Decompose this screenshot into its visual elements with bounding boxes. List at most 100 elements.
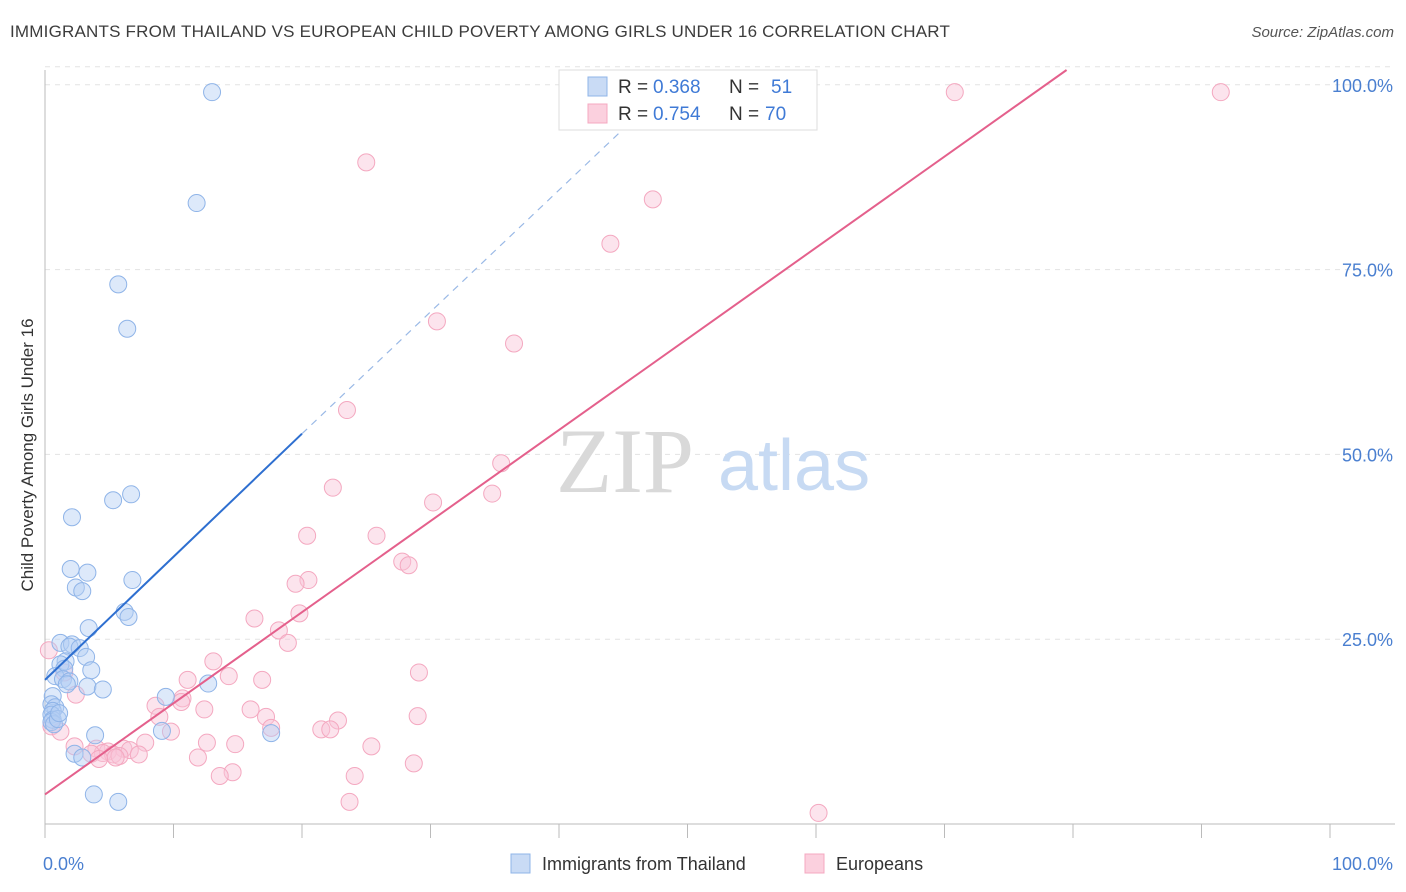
thailand-point (51, 633, 70, 652)
thailand-point (203, 83, 222, 102)
y-tick-label: 25.0% (1342, 630, 1393, 650)
thailand-point (118, 319, 137, 338)
europeans-point (505, 334, 524, 353)
europeans-point (120, 741, 139, 760)
europeans-point (337, 401, 356, 420)
europeans-point (195, 700, 214, 719)
legend-box: R = 0.368 N = 51 R = 0.754 N = 70 (558, 69, 818, 131)
thailand-point (48, 710, 67, 729)
europeans-point (178, 670, 197, 689)
thailand-point (119, 608, 138, 627)
europeans-point (298, 526, 317, 545)
europeans-point (219, 667, 238, 686)
legend-swatch-thailand (587, 76, 608, 97)
europeans-point (399, 556, 418, 575)
europeans-point (253, 670, 272, 689)
legend-r-label-thailand: R = (618, 77, 648, 98)
thailand-point (122, 485, 141, 504)
thailand-trend-extension (301, 128, 624, 435)
europeans-point (150, 707, 169, 726)
y-tick-label: 50.0% (1342, 445, 1393, 465)
thailand-point (93, 680, 112, 699)
thailand-point (78, 677, 97, 696)
thailand-point (84, 785, 103, 804)
europeans-point (226, 735, 245, 754)
thailand-point (109, 275, 128, 294)
thailand-point (73, 748, 92, 767)
thailand-point (109, 792, 128, 811)
bottom-legend-label-europeans: Europeans (836, 854, 923, 874)
y-tick-label: 100.0% (1332, 76, 1393, 96)
y-tick-labels: 25.0% 50.0% 75.0% 100.0% (1332, 76, 1393, 650)
x-tick-label: 100.0% (1332, 854, 1393, 874)
europeans-point (323, 478, 342, 497)
grid-lines (45, 66, 1395, 640)
x-tick-labels: 0.0% 100.0% (43, 854, 1393, 874)
europeans-point (245, 609, 264, 628)
europeans-point (601, 234, 620, 253)
y-axis-label: Child Poverty Among Girls Under 16 (18, 318, 37, 591)
europeans-point (483, 484, 502, 503)
europeans-point (424, 493, 443, 512)
thailand-point (104, 491, 123, 510)
bottom-legend: Immigrants from Thailand Europeans (510, 853, 923, 874)
europeans-point (367, 526, 386, 545)
y-tick-label: 75.0% (1342, 261, 1393, 281)
europeans-point (286, 574, 305, 593)
europeans-point (427, 312, 446, 331)
europeans-point (241, 700, 260, 719)
trend-lines (44, 69, 1068, 796)
thailand-point (82, 661, 101, 680)
thailand-point (60, 672, 79, 691)
legend-r-label-europeans: R = (618, 104, 648, 125)
europeans-point (197, 733, 216, 752)
thailand-point (156, 687, 175, 706)
europeans-point (188, 748, 207, 767)
europeans-point (146, 696, 165, 715)
watermark-zip: ZIP (556, 410, 694, 512)
thailand-trend-line (44, 432, 303, 681)
europeans-point (409, 663, 428, 682)
europeans-point (204, 652, 223, 671)
europeans-point (129, 745, 148, 764)
europeans-point (945, 83, 964, 102)
europeans-point (340, 792, 359, 811)
europeans-point (1211, 83, 1230, 102)
europeans-point (106, 748, 125, 767)
europeans-point (404, 754, 423, 773)
thailand-point (78, 563, 97, 582)
europeans-point (408, 707, 427, 726)
watermark-atlas: atlas (718, 426, 870, 506)
legend-n-label-europeans: N = (729, 104, 759, 125)
thailand-point (123, 571, 142, 590)
europeans-point (136, 733, 155, 752)
thailand-point (57, 675, 76, 694)
thailand-point (50, 704, 69, 723)
thailand-point (73, 582, 92, 601)
europeans-point (809, 803, 828, 822)
x-tick-label: 0.0% (43, 854, 84, 874)
bottom-legend-swatch-europeans (804, 853, 825, 874)
thailand-point (187, 194, 206, 213)
europeans-point (357, 153, 376, 172)
legend-r-value-thailand: 0.368 (653, 77, 701, 98)
europeans-point (262, 718, 281, 737)
thailand-point (86, 726, 105, 745)
europeans-point (161, 722, 180, 741)
europeans-point (257, 707, 276, 726)
legend-n-value-thailand: 51 (771, 77, 792, 98)
legend-n-label-thailand: N = (729, 77, 759, 98)
europeans-point (278, 633, 297, 652)
europeans-point (492, 454, 511, 473)
europeans-point (321, 720, 340, 739)
thailand-point (79, 619, 98, 638)
bottom-legend-swatch-thailand (510, 853, 531, 874)
source-label: Source: ZipAtlas.com (1251, 24, 1394, 41)
thailand-point (152, 721, 171, 740)
europeans-point (643, 190, 662, 209)
thailand-point (62, 508, 81, 527)
europeans-point (362, 737, 381, 756)
europeans-trend-line (44, 69, 1068, 796)
thailand-point (61, 559, 80, 578)
